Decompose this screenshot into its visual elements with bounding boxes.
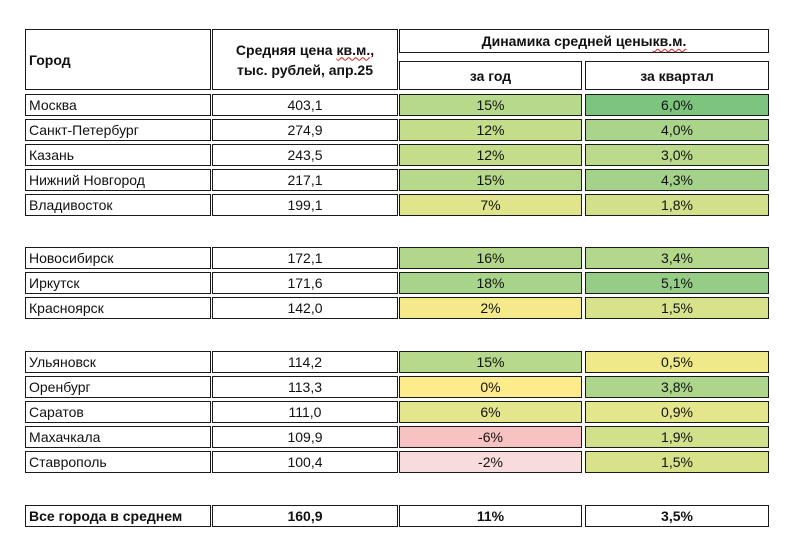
total-price: 160,9 <box>212 505 398 527</box>
quarter-change-cell: 1,5% <box>585 297 769 319</box>
year-change-cell: 2% <box>399 297 582 319</box>
header-price-line2: тыс. рублей, апр.25 <box>237 61 373 78</box>
quarter-change-cell: 4,0% <box>585 119 769 141</box>
year-change-cell: -6% <box>399 426 582 448</box>
year-change-cell: 18% <box>399 272 582 294</box>
price-cell: 199,1 <box>212 194 398 216</box>
header-dynamics: Динамика средней цены кв.м. <box>399 29 769 53</box>
price-cell: 403,1 <box>212 94 398 116</box>
price-cell: 114,2 <box>212 351 398 373</box>
quarter-change-cell: 4,3% <box>585 169 769 191</box>
quarter-change-cell: 6,0% <box>585 94 769 116</box>
city-cell: Казань <box>25 144 211 166</box>
year-change-cell: -2% <box>399 451 582 473</box>
city-cell: Ставрополь <box>25 451 211 473</box>
year-change-cell: 7% <box>399 194 582 216</box>
header-price-line1: Средняя цена кв.м., <box>235 41 375 58</box>
quarter-change-cell: 1,8% <box>585 194 769 216</box>
city-cell: Красноярск <box>25 297 211 319</box>
quarter-change-cell: 3,0% <box>585 144 769 166</box>
year-change-cell: 15% <box>399 169 582 191</box>
year-change-cell: 12% <box>399 144 582 166</box>
quarter-change-cell: 1,9% <box>585 426 769 448</box>
quarter-change-cell: 0,5% <box>585 351 769 373</box>
quarter-change-cell: 0,9% <box>585 401 769 423</box>
city-cell: Владивосток <box>25 194 211 216</box>
header-city: Город <box>25 29 211 90</box>
price-cell: 142,0 <box>212 297 398 319</box>
total-quarter: 3,5% <box>585 505 769 527</box>
total-city: Все города в среднем <box>25 505 211 527</box>
city-cell: Новосибирск <box>25 247 211 269</box>
quarter-change-cell: 1,5% <box>585 451 769 473</box>
price-cell: 217,1 <box>212 169 398 191</box>
price-cell: 243,5 <box>212 144 398 166</box>
year-change-cell: 16% <box>399 247 582 269</box>
price-cell: 171,6 <box>212 272 398 294</box>
quarter-change-cell: 5,1% <box>585 272 769 294</box>
header-price: Средняя цена кв.м., тыс. рублей, апр.25 <box>212 29 398 90</box>
header-city-label: Город <box>29 51 71 68</box>
header-quarter: за квартал <box>585 61 769 90</box>
price-cell: 100,4 <box>212 451 398 473</box>
header-year: за год <box>399 61 582 90</box>
city-cell: Оренбург <box>25 376 211 398</box>
quarter-change-cell: 3,4% <box>585 247 769 269</box>
city-cell: Ульяновск <box>25 351 211 373</box>
year-change-cell: 15% <box>399 351 582 373</box>
city-cell: Санкт-Петербург <box>25 119 211 141</box>
city-cell: Махачкала <box>25 426 211 448</box>
price-cell: 109,9 <box>212 426 398 448</box>
price-cell: 111,0 <box>212 401 398 423</box>
city-cell: Саратов <box>25 401 211 423</box>
year-change-cell: 0% <box>399 376 582 398</box>
price-cell: 274,9 <box>212 119 398 141</box>
year-change-cell: 12% <box>399 119 582 141</box>
price-cell: 113,3 <box>212 376 398 398</box>
quarter-change-cell: 3,8% <box>585 376 769 398</box>
year-change-cell: 15% <box>399 94 582 116</box>
city-cell: Нижний Новгород <box>25 169 211 191</box>
city-cell: Москва <box>25 94 211 116</box>
total-year: 11% <box>399 505 582 527</box>
price-cell: 172,1 <box>212 247 398 269</box>
year-change-cell: 6% <box>399 401 582 423</box>
city-cell: Иркутск <box>25 272 211 294</box>
